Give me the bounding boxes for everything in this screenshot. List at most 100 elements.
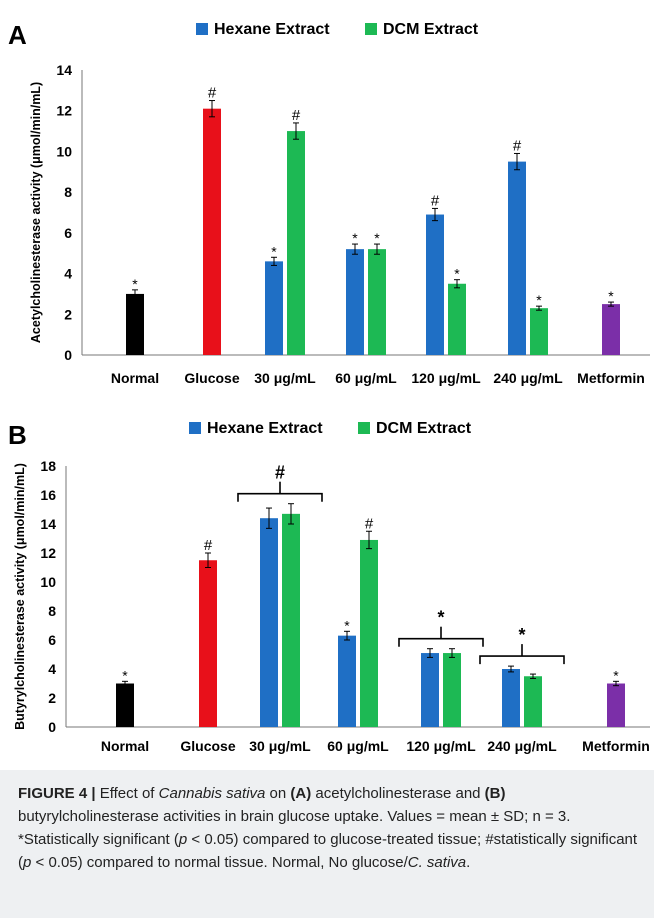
chart-a-x-label-glucose: Glucose bbox=[184, 370, 239, 386]
chart-b-bar-metformin-control bbox=[607, 683, 625, 727]
chart-b-bracket-30-g-ml-marker: # bbox=[275, 463, 285, 483]
chart-b-y-label: Butyrylcholinesterase activity (μmol/min… bbox=[13, 463, 27, 730]
chart-b-bar-60-g-ml-dcm-extract bbox=[360, 539, 378, 727]
chart-a-bar-240-g-ml-hexane-extract-marker: # bbox=[513, 137, 522, 154]
chart-b-bracket-240-g-ml bbox=[479, 655, 565, 665]
chart-b-legend-label-dcm-extract: DCM Extract bbox=[376, 420, 472, 437]
chart-b-bar-120-g-ml-dcm-extract bbox=[443, 653, 461, 727]
chart-b-x-label-120-g-ml: 120 μg/mL bbox=[406, 738, 476, 754]
chart-a-y-label: Acetylcholinesterase activity (μmol/min/… bbox=[29, 82, 43, 343]
chart-b-y-tick-6: 6 bbox=[48, 632, 56, 648]
chart-a-bar-metformin-control-marker: * bbox=[608, 288, 614, 304]
chart-a-bar-120-g-ml-dcm-extract-marker: * bbox=[454, 266, 460, 282]
chart-a-y-tick-12: 12 bbox=[56, 103, 72, 119]
chart-a-bar-normal-control bbox=[126, 293, 144, 355]
chart-a-bar-240-g-ml-hexane-extract bbox=[508, 161, 526, 355]
caption-species: Cannabis sativa bbox=[158, 785, 266, 802]
caption-text-7: . bbox=[466, 854, 471, 871]
chart-b-bar-30-g-ml-hexane-extract bbox=[260, 518, 278, 727]
chart-b-bar-240-g-ml-hexane-extract bbox=[502, 669, 520, 727]
chart-a-legend-label-hexane-extract: Hexane Extract bbox=[214, 21, 330, 38]
chart-a-bar-240-g-ml-dcm-extract-marker: * bbox=[536, 292, 542, 308]
chart-a-bar-120-g-ml-hexane-extract bbox=[426, 214, 444, 355]
chart-a-y-tick-2: 2 bbox=[64, 306, 72, 322]
chart-a-bar-60-g-ml-dcm-extract bbox=[368, 249, 386, 355]
caption-text-6: < 0.05) compared to normal tissue. Norma… bbox=[31, 854, 408, 871]
caption-p-2: p bbox=[23, 854, 32, 871]
chart-b-y-tick-16: 16 bbox=[40, 487, 56, 503]
chart-b-x-label-60-g-ml: 60 μg/mL bbox=[327, 738, 389, 754]
chart-b-y-tick-14: 14 bbox=[40, 516, 56, 532]
chart-panel-a: A Hexane Extract DCM Extract 0 2 4 6 8 10 12 14 Ace… bbox=[0, 0, 654, 400]
chart-a-bar-30-g-ml-hexane-extract-marker: * bbox=[271, 243, 277, 259]
chart-b-legend-swatch-hexane-extract bbox=[189, 422, 201, 434]
chart-b-legend-label-hexane-extract: Hexane Extract bbox=[207, 420, 323, 437]
chart-b-y-tick-4: 4 bbox=[48, 661, 56, 677]
chart-a-bar-120-g-ml-dcm-extract bbox=[448, 283, 466, 355]
chart-a-legend-swatch-dcm-extract bbox=[365, 23, 377, 35]
chart-a-panel-label: A bbox=[8, 20, 27, 50]
chart-a-bar-240-g-ml-dcm-extract bbox=[530, 308, 548, 355]
chart-b-x-label-normal: Normal bbox=[101, 738, 149, 754]
chart-a-x-label-120-g-ml: 120 μg/mL bbox=[411, 370, 481, 386]
chart-a-y-tick-6: 6 bbox=[64, 225, 72, 241]
chart-a-y-tick-8: 8 bbox=[64, 184, 72, 200]
chart-a-bar-60-g-ml-hexane-extract bbox=[346, 249, 364, 355]
chart-a-bar-normal-control-marker: * bbox=[132, 276, 138, 292]
caption-text-5: < 0.05) compared to glucose-treated tiss… bbox=[18, 831, 638, 871]
chart-b-y-tick-2: 2 bbox=[48, 690, 56, 706]
chart-b-bar-normal-control-marker: * bbox=[122, 667, 128, 683]
chart-b-bracket-120-g-ml bbox=[398, 637, 484, 647]
caption-text-4: butyrylcholinesterase activities in brai… bbox=[18, 808, 571, 848]
chart-a-x-label-30-g-ml: 30 μg/mL bbox=[254, 370, 316, 386]
figure-caption: FIGURE 4 | Effect of Cannabis sativa on … bbox=[0, 770, 654, 918]
chart-b-x-label-30-g-ml: 30 μg/mL bbox=[249, 738, 311, 754]
chart-b-y-tick-0: 0 bbox=[48, 719, 56, 735]
caption-ref-a: (A) bbox=[290, 785, 312, 802]
chart-b-bar-30-g-ml-dcm-extract bbox=[282, 513, 300, 727]
chart-a-bar-30-g-ml-dcm-extract-marker: # bbox=[292, 107, 301, 124]
chart-b-legend-swatch-dcm-extract bbox=[358, 422, 370, 434]
chart-a-y-tick-4: 4 bbox=[64, 266, 72, 282]
chart-b-y-tick-10: 10 bbox=[40, 574, 56, 590]
chart-b-svg: B Hexane Extract DCM Extract 0 2 4 6 8 10 12 14 16 1… bbox=[8, 420, 650, 754]
chart-a-y-tick-0: 0 bbox=[64, 347, 72, 363]
chart-b-bar-normal-control bbox=[116, 683, 134, 727]
chart-a-x-label-240-g-ml: 240 μg/mL bbox=[493, 370, 563, 386]
chart-a-bar-30-g-ml-dcm-extract bbox=[287, 131, 305, 355]
chart-b-panel-label: B bbox=[8, 420, 27, 450]
chart-a-y-tick-10: 10 bbox=[56, 143, 72, 159]
chart-a-x-label-normal: Normal bbox=[111, 370, 159, 386]
chart-b-x-label-metformin: Metformin bbox=[582, 738, 650, 754]
chart-b-bar-glucose-control bbox=[199, 560, 217, 727]
caption-species-short: C. sativa bbox=[407, 854, 467, 871]
chart-b-bar-60-g-ml-hexane-extract-marker: * bbox=[344, 617, 350, 633]
chart-b-x-label-240-g-ml: 240 μg/mL bbox=[487, 738, 557, 754]
chart-a-x-label-60-g-ml: 60 μg/mL bbox=[335, 370, 397, 386]
chart-b-bar-glucose-control-marker: # bbox=[204, 537, 213, 554]
chart-a-bar-metformin-control bbox=[602, 304, 620, 355]
caption-label: FIGURE 4 | bbox=[18, 785, 96, 802]
caption-p-1: p bbox=[178, 831, 188, 848]
chart-a-svg: A Hexane Extract DCM Extract 0 2 4 6 8 10 12 14 Ace… bbox=[8, 20, 650, 386]
chart-a-bar-120-g-ml-hexane-extract-marker: # bbox=[431, 192, 440, 209]
chart-a-bar-60-g-ml-dcm-extract-marker: * bbox=[374, 230, 380, 246]
caption-text-1: Effect of bbox=[95, 785, 159, 802]
chart-b-bracket-120-g-ml-marker: * bbox=[437, 608, 444, 628]
chart-b-bar-240-g-ml-dcm-extract bbox=[524, 676, 542, 727]
caption-ref-b: (B) bbox=[484, 785, 506, 802]
chart-a-bar-60-g-ml-hexane-extract-marker: * bbox=[352, 230, 358, 246]
chart-b-y-tick-8: 8 bbox=[48, 603, 56, 619]
chart-b-bar-metformin-control-marker: * bbox=[613, 667, 619, 683]
chart-a-bar-glucose-control-marker: # bbox=[208, 85, 217, 102]
chart-b-bar-120-g-ml-hexane-extract bbox=[421, 653, 439, 727]
chart-a-x-label-metformin: Metformin bbox=[577, 370, 645, 386]
caption-text-3: acetylcholinesterase and bbox=[311, 785, 485, 802]
chart-a-y-tick-14: 14 bbox=[56, 62, 72, 78]
chart-panel-b: B Hexane Extract DCM Extract 0 2 4 6 8 10 12 14 16 1… bbox=[0, 400, 654, 770]
chart-b-bar-60-g-ml-dcm-extract-marker: # bbox=[365, 515, 374, 532]
chart-b-bracket-30-g-ml bbox=[237, 492, 323, 502]
chart-a-legend-label-dcm-extract: DCM Extract bbox=[383, 21, 479, 38]
chart-a-bar-30-g-ml-hexane-extract bbox=[265, 261, 283, 355]
chart-b-x-label-glucose: Glucose bbox=[180, 738, 235, 754]
